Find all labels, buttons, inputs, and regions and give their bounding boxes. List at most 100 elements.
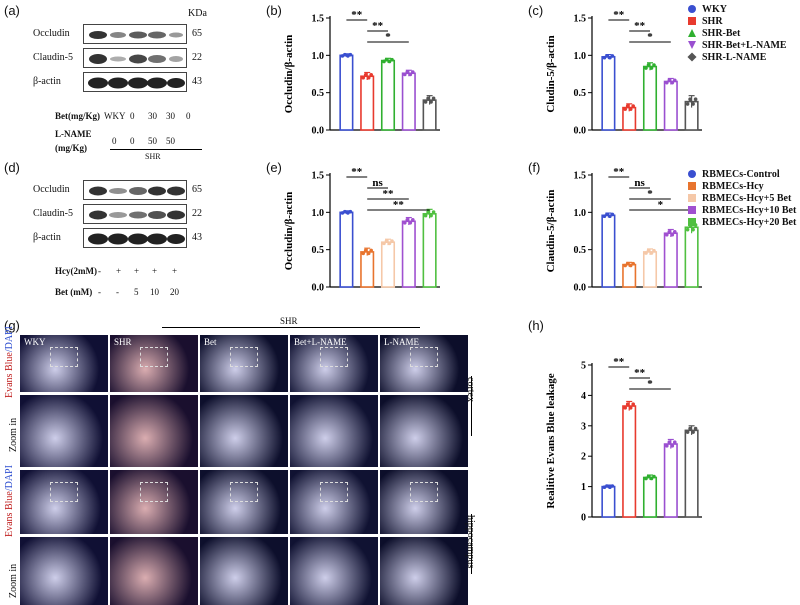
- bar: [601, 214, 616, 288]
- data-point: [361, 75, 365, 80]
- data-point: [625, 104, 630, 108]
- data-point: [631, 104, 635, 108]
- data-point: [649, 251, 654, 255]
- legend-label: WKY: [702, 3, 727, 15]
- zoom-label: Zoom in: [8, 563, 19, 598]
- legend-swatch: [688, 170, 696, 178]
- data-point: [644, 251, 648, 255]
- lname-dose-label: L-NAME: [55, 129, 92, 139]
- y-tick-label: 1.0: [574, 208, 587, 219]
- data-point: [408, 72, 413, 77]
- significance-label: ns: [634, 177, 645, 189]
- bar: [380, 59, 396, 131]
- group-bracket: [162, 327, 420, 328]
- bet-mm-value: 5: [134, 287, 139, 297]
- data-point: [665, 444, 669, 448]
- hcy-value: -: [98, 266, 101, 276]
- data-point: [610, 54, 615, 58]
- zoom-region-box: [50, 482, 78, 502]
- zoom-region-box: [140, 347, 168, 367]
- data-point: [602, 214, 607, 219]
- data-point: [644, 476, 648, 481]
- data-point: [431, 210, 436, 214]
- data-point: [408, 220, 413, 225]
- data-point: [673, 78, 677, 83]
- legend-item: WKY: [688, 3, 787, 15]
- lname-dose-value: 0: [112, 136, 117, 146]
- blot-band-strip: [83, 48, 187, 68]
- significance-label: **: [351, 166, 363, 178]
- data-point: [670, 80, 675, 85]
- significance-label: *: [658, 199, 664, 211]
- y-tick-label: 0.0: [574, 126, 587, 137]
- data-point: [411, 70, 415, 74]
- data-point: [691, 430, 695, 434]
- legend-swatch: [688, 29, 696, 37]
- y-axis-title: Occludin/β-actin: [283, 35, 295, 114]
- stain-label: Evans Blue/DAPI: [4, 326, 15, 398]
- y-tick-label: 4: [581, 391, 586, 402]
- data-point: [631, 261, 635, 266]
- micrograph-tile: [200, 395, 288, 467]
- micrograph-title: Bet: [204, 337, 217, 347]
- micrograph-tile: [110, 537, 198, 605]
- wky-label: WKY: [104, 111, 126, 121]
- bar: [642, 65, 658, 131]
- data-point: [384, 57, 389, 62]
- kda-value: 22: [192, 52, 202, 63]
- data-point: [369, 72, 373, 77]
- y-tick-label: 0.0: [574, 283, 587, 294]
- y-tick-label: 1.5: [312, 171, 325, 182]
- bar: [339, 54, 354, 131]
- lname-dose-value: 50: [166, 136, 175, 146]
- zoom-label: Zoom in: [8, 417, 19, 452]
- legend-label: RBMECs-Hcy+5 Bet: [702, 192, 792, 204]
- data-point: [685, 430, 690, 434]
- bar: [663, 80, 678, 131]
- data-point: [602, 55, 607, 60]
- legend-label: SHR-Bet: [702, 27, 741, 39]
- panel-label-e: (e): [266, 160, 282, 175]
- bet-mm-value: -: [98, 287, 101, 297]
- blot-band-strip: [83, 204, 187, 224]
- bar: [684, 429, 699, 518]
- micrograph-tile: L-NAME: [380, 335, 468, 392]
- data-point: [426, 96, 430, 101]
- bet-mm-value: 10: [150, 287, 159, 297]
- kda-value: 65: [192, 28, 202, 39]
- legend-swatch: [687, 52, 697, 62]
- significance-label: **: [383, 188, 395, 200]
- data-point: [649, 66, 654, 70]
- blot-a-row-label: β-actin: [33, 76, 61, 87]
- data-point: [667, 78, 672, 83]
- data-point: [382, 59, 386, 64]
- data-point: [646, 474, 651, 479]
- data-point: [631, 402, 635, 407]
- bar: [360, 251, 375, 288]
- zoom-region-box: [410, 347, 438, 367]
- micrograph-tile: [380, 395, 468, 467]
- y-tick-label: 1.0: [312, 51, 325, 62]
- hcy-value: +: [134, 266, 140, 276]
- y-tick-label: 3: [581, 421, 586, 432]
- micrograph-tile: [380, 470, 468, 534]
- data-point: [343, 209, 347, 214]
- legend-label: SHR-Bet+L-NAME: [702, 39, 787, 51]
- kda-header: KDa: [188, 8, 207, 19]
- y-axis-title: Cludin-5/β-actin: [545, 35, 557, 112]
- zoom-region-box: [320, 482, 348, 502]
- significance-label: ns: [372, 177, 383, 189]
- legend-item: RBMECs-Hcy: [688, 180, 796, 192]
- kda-value: 43: [192, 76, 202, 87]
- panel-label-f: (f): [528, 160, 541, 175]
- significance-label: **: [634, 20, 646, 32]
- significance-label: **: [393, 199, 405, 211]
- y-tick-label: 1: [581, 482, 586, 493]
- data-point: [665, 232, 669, 237]
- significance-label: **: [634, 367, 646, 379]
- blot-band-strip: [83, 72, 187, 92]
- legend-item: SHR-Bet+L-NAME: [688, 39, 787, 51]
- data-point: [625, 261, 630, 266]
